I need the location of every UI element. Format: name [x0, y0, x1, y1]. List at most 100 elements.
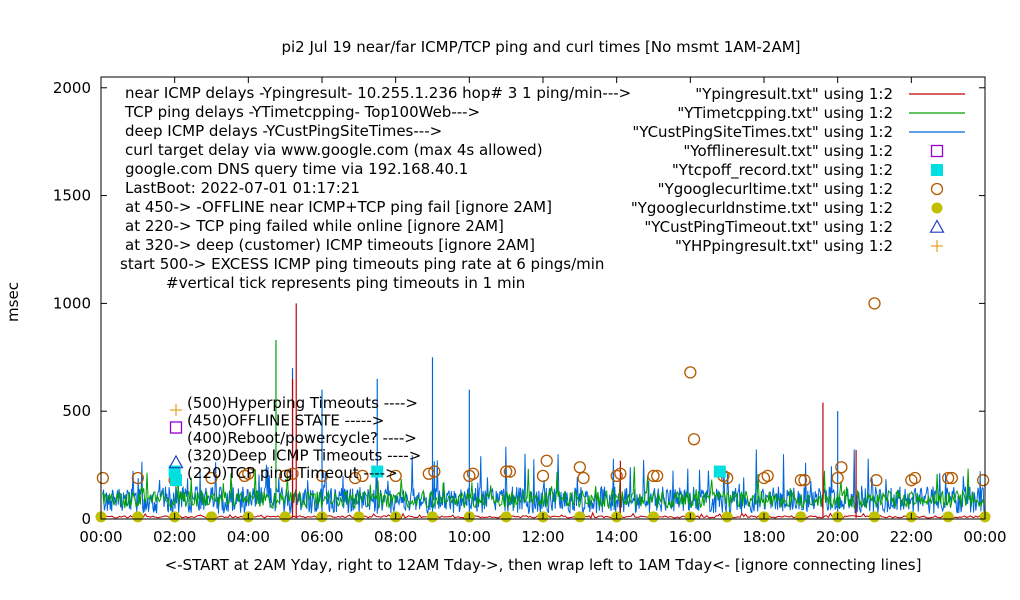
info-text-block: near ICMP delays -Ypingresult- 10.255.1.… [120, 84, 631, 292]
curl-time-point [721, 471, 734, 485]
x-tick-label: 08:00 [374, 528, 417, 546]
info-line-deep-icmp: deep ICMP delays -YCustPingSiteTimes---> [125, 122, 442, 140]
key-label: (500)Hyperping Timeouts ----> [187, 394, 418, 412]
legend-label: "Ygooglecurldnstime.txt" using 1:2 [631, 199, 893, 217]
legend-label: "Ygooglecurltime.txt" using 1:2 [658, 180, 893, 198]
curl-time-point [315, 469, 329, 483]
key-marker [170, 474, 182, 486]
curl-time-point [945, 471, 958, 485]
curl-time-point [573, 461, 586, 474]
key-label: (400)Reboot/powercycle? ----> [187, 429, 417, 447]
legend-label: "Ypingresult.txt" using 1:2 [695, 85, 893, 103]
curl-time-point [835, 461, 848, 474]
key-marker [168, 454, 184, 469]
key-marker [170, 404, 182, 416]
y-tick-label: 500 [62, 402, 91, 420]
info-line-offline: at 450-> -OFFLINE near ICMP+TCP ping fai… [125, 198, 552, 216]
axes-layer: 0 500 1000 1500 2000 00:00 02:00 04:00 06:00 08:0… [53, 77, 1007, 546]
x-tick-label: 06:00 [300, 528, 343, 546]
curl-time-point [651, 469, 664, 483]
curl-time-point [794, 474, 807, 487]
x-tick-label: 00:00 [963, 528, 1006, 546]
curl-time-point [279, 469, 292, 483]
legend-marker [931, 240, 943, 252]
dns-time-point [942, 511, 954, 523]
curl-time-point [687, 433, 701, 446]
legend-label: "YCustPingSiteTimes.txt" using 1:2 [632, 123, 893, 141]
curl-time-point [761, 469, 774, 483]
curl-time-point [348, 471, 362, 485]
x-tick-label: 20:00 [816, 528, 859, 546]
curl-time-point [647, 469, 660, 483]
curl-time-point [614, 467, 627, 480]
curl-time-point [540, 454, 553, 467]
dns-time-point [279, 511, 291, 523]
x-tick-label: 22:00 [890, 528, 933, 546]
y-tick-label: 1000 [53, 294, 91, 312]
key-label: (220)TCP ping Timeout ----> [187, 464, 398, 482]
curl-time-point [356, 469, 369, 483]
curl-time-point [831, 471, 844, 485]
curl-time-point [428, 465, 441, 478]
legend-label: "Yofflineresult.txt" using 1:2 [683, 142, 893, 160]
curl-time-point [577, 471, 590, 485]
dns-time-point [206, 511, 217, 523]
info-line-deep-timeouts: at 320-> deep (customer) ICMP timeouts [… [125, 236, 535, 254]
x-tick-label: 14:00 [595, 528, 638, 546]
curl-time-point [942, 471, 955, 485]
legend-label: "YHPpingresult.txt" using 1:2 [675, 237, 893, 255]
x-tick-label: 04:00 [227, 528, 270, 546]
dns-time-point [721, 511, 733, 523]
legend-label: "YTimetcpping.txt" using 1:2 [677, 104, 893, 122]
x-axis-label: <-START at 2AM Yday, right to 12AM Tday-… [165, 556, 922, 574]
info-line-tcp-fail: at 220-> TCP ping failed while online [i… [125, 217, 504, 235]
y-tick-label: 1500 [53, 187, 91, 205]
curl-time-point [868, 297, 881, 310]
legend-marker [930, 144, 944, 158]
dns-time-point [795, 511, 807, 523]
key-label: (450)OFFLINE STATE -----> [187, 412, 384, 430]
legend: "Ypingresult.txt" using 1:2"YTimetcpping… [631, 85, 965, 255]
legend-marker [931, 164, 943, 176]
dns-time-point [500, 511, 512, 523]
marker-key-labels: (500)Hyperping Timeouts ---->(450)OFFLIN… [168, 394, 421, 486]
x-tick-label: 02:00 [153, 528, 196, 546]
chart-title: pi2 Jul 19 near/far ICMP/TCP ping and cu… [281, 38, 800, 56]
curl-time-point [466, 467, 480, 480]
curl-time-point [131, 471, 144, 485]
curl-time-point [242, 467, 255, 480]
curl-time-point [684, 366, 697, 379]
curl-time-point [389, 469, 402, 483]
curl-time-point [286, 467, 299, 480]
dns-time-point [132, 511, 144, 523]
curl-time-point [205, 471, 218, 485]
info-line-curl: curl target delay via www.google.com (ma… [125, 141, 543, 159]
info-line-dns: google.com DNS query time via 192.168.40… [125, 160, 468, 178]
curl-time-point [503, 465, 517, 478]
key-marker [169, 421, 183, 434]
x-tick-label: 16:00 [669, 528, 712, 546]
y-tick-label: 0 [81, 510, 91, 528]
legend-marker [931, 202, 943, 214]
tcpping-line [102, 466, 984, 510]
x-tick-label: 10:00 [448, 528, 491, 546]
y-tick-label: 2000 [53, 79, 91, 97]
dns-time-point [353, 511, 365, 523]
legend-marker [930, 182, 944, 196]
dns-time-point [869, 511, 880, 523]
tcp-off-point [713, 465, 726, 478]
tcpping-series [102, 340, 984, 510]
dns-time-point [648, 511, 659, 523]
info-line-vertical-tick: #vertical tick represents ping timeouts … [166, 274, 525, 292]
curl-time-point [536, 469, 550, 483]
x-tick-label: 18:00 [742, 528, 785, 546]
curl-time-point [798, 474, 811, 487]
legend-label: "Ytcpoff_record.txt" using 1:2 [672, 161, 893, 180]
legend-label: "YCustPingTimeout.txt" using 1:2 [644, 218, 893, 236]
key-label: (320)Deep ICMP Timeouts ----> [187, 447, 421, 465]
curl-time-point [908, 471, 922, 485]
x-tick-label: 00:00 [79, 528, 122, 546]
info-line-excess: start 500-> EXCESS ICMP ping timeouts pi… [120, 255, 604, 273]
y-axis-label: msec [4, 282, 22, 322]
tcp-off-point [371, 465, 384, 478]
